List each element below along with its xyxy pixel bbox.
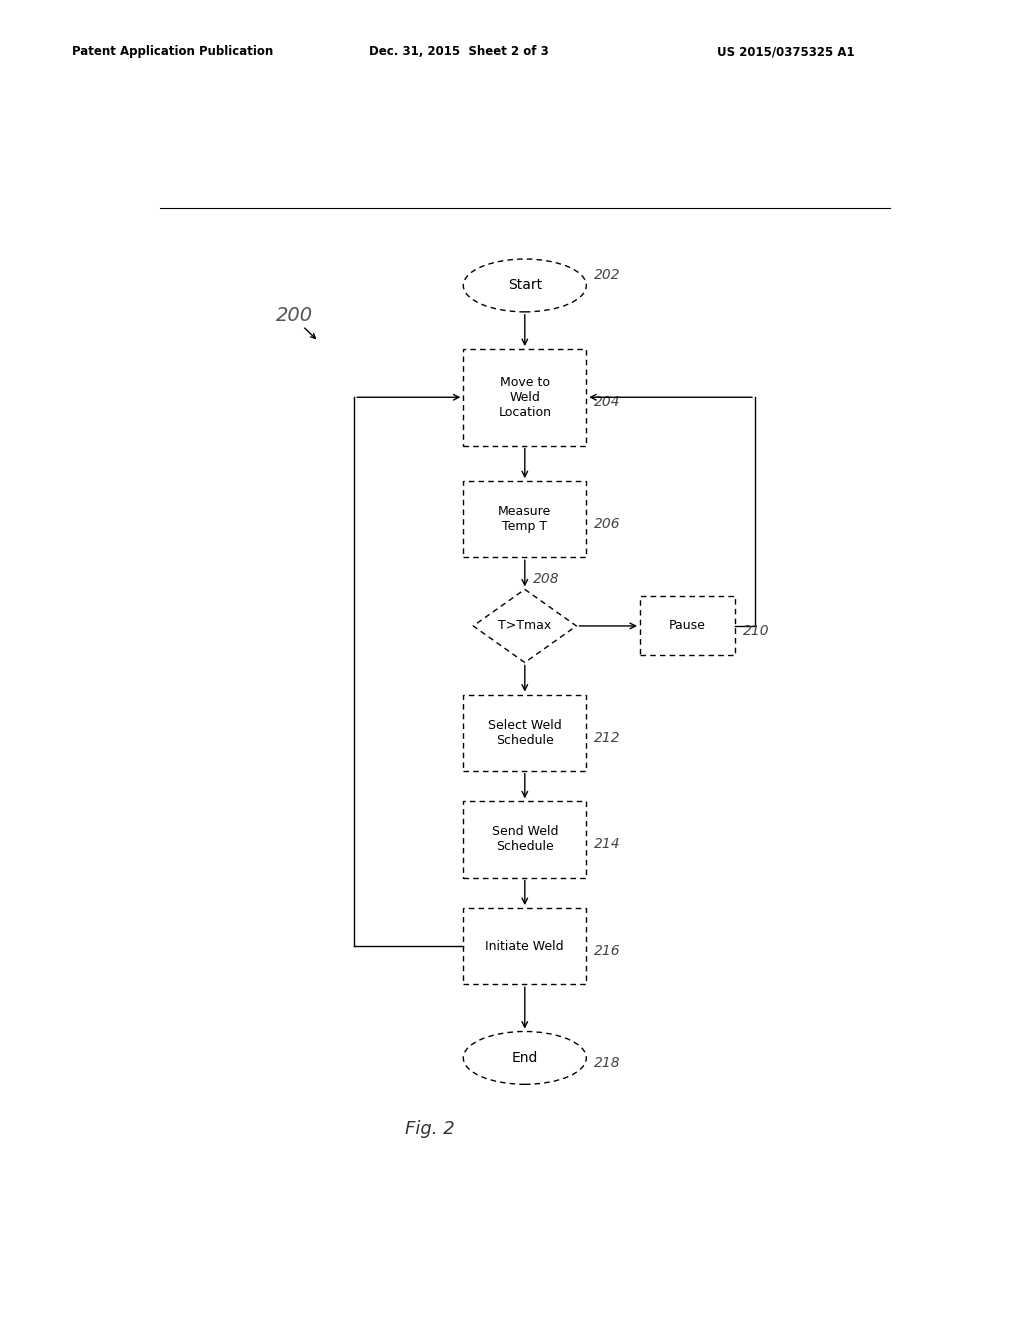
Text: Start: Start: [508, 279, 542, 293]
Text: 212: 212: [594, 731, 621, 744]
Text: T>Tmax: T>Tmax: [498, 619, 552, 632]
Text: 204: 204: [594, 395, 621, 409]
Bar: [463, 908, 587, 985]
Text: Select Weld
Schedule: Select Weld Schedule: [487, 718, 562, 747]
Text: End: End: [512, 1051, 538, 1065]
Text: Move to
Weld
Location: Move to Weld Location: [499, 376, 551, 418]
Bar: [640, 597, 735, 656]
Ellipse shape: [463, 1031, 587, 1084]
Text: 206: 206: [594, 517, 621, 532]
Text: 202: 202: [594, 268, 621, 282]
Text: Patent Application Publication: Patent Application Publication: [72, 45, 273, 58]
Text: 214: 214: [594, 837, 621, 851]
Text: Pause: Pause: [669, 619, 706, 632]
Bar: [463, 801, 587, 878]
Text: 208: 208: [532, 572, 559, 586]
Text: Measure
Temp T: Measure Temp T: [498, 506, 552, 533]
Text: 218: 218: [594, 1056, 621, 1071]
Ellipse shape: [463, 259, 587, 312]
Bar: [463, 694, 587, 771]
Text: Initiate Weld: Initiate Weld: [485, 940, 564, 953]
Text: Fig. 2: Fig. 2: [404, 1121, 455, 1138]
Text: Dec. 31, 2015  Sheet 2 of 3: Dec. 31, 2015 Sheet 2 of 3: [369, 45, 549, 58]
Text: 200: 200: [276, 306, 313, 326]
Bar: [463, 480, 587, 557]
Text: 210: 210: [743, 624, 770, 638]
Text: US 2015/0375325 A1: US 2015/0375325 A1: [717, 45, 854, 58]
Bar: [463, 348, 587, 446]
Text: Send Weld
Schedule: Send Weld Schedule: [492, 825, 558, 854]
Text: 216: 216: [594, 944, 621, 958]
